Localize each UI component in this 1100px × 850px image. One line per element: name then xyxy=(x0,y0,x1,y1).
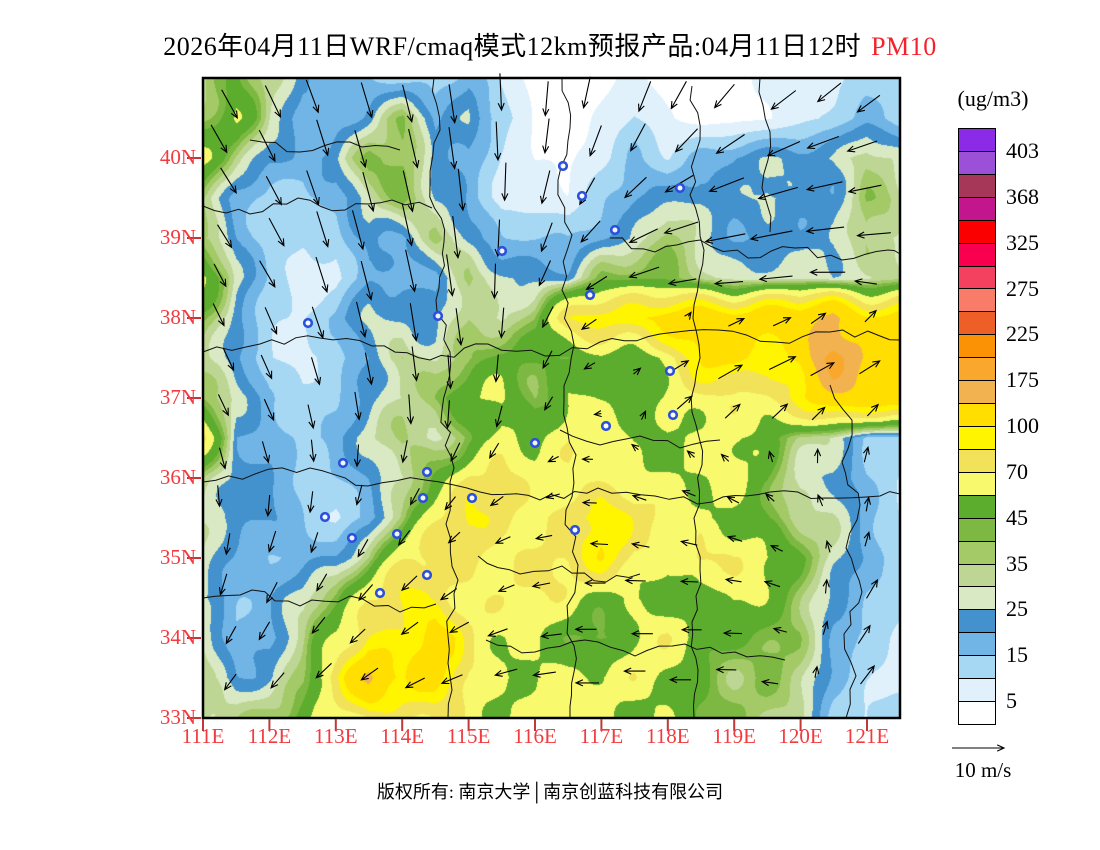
lon-label-119E: 119E xyxy=(712,724,756,748)
wind-ref-label: 10 m/s xyxy=(954,758,1012,782)
colorbar-label-368: 368 xyxy=(1006,183,1039,209)
colorbar-cell xyxy=(958,609,996,634)
colorbar-cell xyxy=(958,655,996,680)
lon-label-111E: 111E xyxy=(181,724,225,748)
pm10-contour-field xyxy=(203,78,900,718)
lat-label-34N: 34N xyxy=(159,625,196,649)
colorbar-cell xyxy=(958,288,996,313)
colorbar-label-5: 5 xyxy=(1006,688,1017,714)
lon-label-112E: 112E xyxy=(247,724,292,748)
colorbar-cell xyxy=(958,150,996,175)
colorbar-cell xyxy=(958,494,996,519)
colorbar-cell xyxy=(958,311,996,336)
colorbar-label-35: 35 xyxy=(1006,550,1028,576)
colorbar-cell xyxy=(958,173,996,198)
lat-label-37N: 37N xyxy=(159,385,196,409)
colorbar-cell xyxy=(958,540,996,565)
lon-label-114E: 114E xyxy=(380,724,424,748)
colorbar-cell xyxy=(958,380,996,405)
colorbar-cell xyxy=(958,586,996,611)
colorbar-label-275: 275 xyxy=(1006,275,1039,301)
chart-title-text: 2026年04月11日WRF/cmaq模式12km预报产品:04月11日12时 xyxy=(163,32,862,61)
colorbar-cell xyxy=(958,517,996,542)
legend-unit-label: (ug/m3) xyxy=(957,86,1029,111)
lat-label-39N: 39N xyxy=(159,225,196,249)
colorbar-label-70: 70 xyxy=(1006,458,1028,484)
colorbar-cell xyxy=(958,426,996,450)
colorbar-cell xyxy=(958,471,996,496)
wind-ref-arrow xyxy=(952,744,1006,752)
lon-label-117E: 117E xyxy=(579,724,624,748)
lon-label-120E: 120E xyxy=(778,724,823,748)
lon-label-118E: 118E xyxy=(646,724,690,748)
colorbar-label-25: 25 xyxy=(1006,596,1028,622)
colorbar-label-175: 175 xyxy=(1006,367,1039,393)
chart-title: 2026年04月11日WRF/cmaq模式12km预报产品:04月11日12时 P… xyxy=(0,26,1100,63)
colorbar-cell xyxy=(958,632,996,657)
colorbar-cell xyxy=(958,678,996,703)
colorbar-cell xyxy=(958,128,996,152)
lon-label-113E: 113E xyxy=(314,724,358,748)
colorbar-cell xyxy=(958,265,996,290)
colorbar-label-325: 325 xyxy=(1006,229,1039,255)
lat-label-36N: 36N xyxy=(159,465,196,489)
lon-label-121E: 121E xyxy=(844,724,890,748)
colorbar xyxy=(958,128,996,725)
colorbar-cell xyxy=(958,334,996,359)
lat-label-35N: 35N xyxy=(159,545,196,569)
pollutant-label: PM10 xyxy=(871,32,937,61)
colorbar-label-45: 45 xyxy=(1006,504,1028,530)
lat-label-40N: 40N xyxy=(159,145,196,169)
colorbar-cell xyxy=(958,242,996,267)
colorbar-cell xyxy=(958,196,996,221)
colorbar-label-403: 403 xyxy=(1006,137,1039,163)
colorbar-label-100: 100 xyxy=(1006,413,1039,438)
colorbar-label-225: 225 xyxy=(1006,321,1039,347)
lon-label-115E: 115E xyxy=(446,724,491,748)
colorbar-label-15: 15 xyxy=(1006,642,1028,668)
colorbar-cell xyxy=(958,563,996,588)
colorbar-cell xyxy=(958,448,996,473)
colorbar-cell xyxy=(958,701,996,725)
lat-label-38N: 38N xyxy=(159,305,196,329)
copyright-text: 版权所有: 南京大学│南京创蓝科技有限公司 xyxy=(376,782,724,802)
colorbar-cell xyxy=(958,357,996,382)
lon-label-116E: 116E xyxy=(513,724,557,748)
colorbar-cell xyxy=(958,403,996,427)
colorbar-cell xyxy=(958,219,996,244)
